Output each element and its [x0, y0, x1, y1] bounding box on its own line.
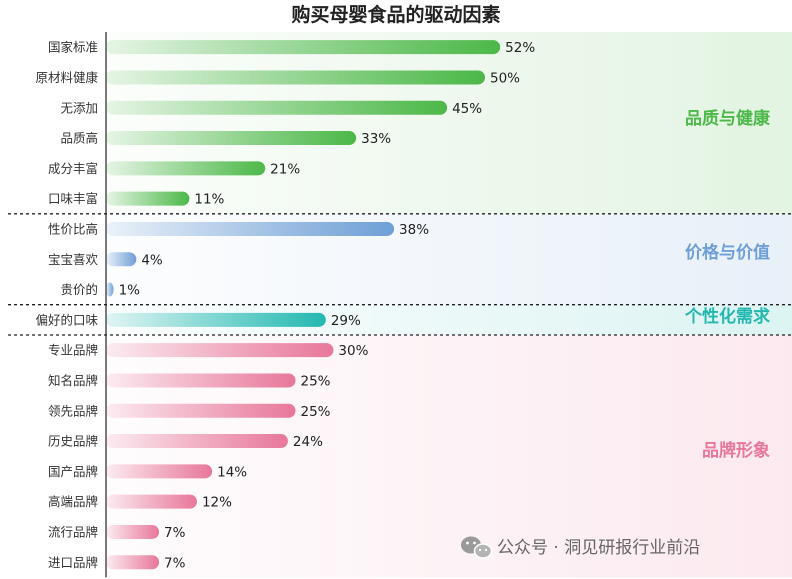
category-label: 无添加 — [60, 100, 98, 115]
bar — [106, 434, 288, 449]
chart-title: 购买母婴食品的驱动因素 — [291, 3, 500, 26]
group-label: 品牌形象 — [702, 440, 770, 461]
bar — [106, 70, 485, 85]
bar — [106, 161, 266, 176]
value-label: 30% — [338, 343, 368, 359]
bar — [106, 312, 326, 327]
bar — [106, 100, 448, 115]
bar — [106, 555, 160, 570]
bar — [106, 343, 334, 358]
watermark: 公众号 · 洞见研报行业前沿 — [461, 536, 700, 559]
category-label: 高端品牌 — [48, 494, 98, 509]
category-label: 原材料健康 — [35, 70, 98, 85]
bar — [106, 282, 114, 297]
value-label: 50% — [490, 70, 520, 86]
category-label: 品质高 — [60, 131, 98, 146]
value-label: 14% — [217, 464, 247, 480]
bar — [106, 131, 357, 146]
category-label: 历史品牌 — [48, 434, 98, 449]
bar — [106, 221, 395, 236]
bars — [106, 40, 501, 570]
value-labels: 52% 50% 45% 33% 21% 11% 38% 4%1% 29% 30% 25% 25% 24%… — [119, 40, 536, 571]
wechat-icon — [461, 536, 493, 559]
value-label: 33% — [361, 131, 391, 147]
bar — [106, 403, 296, 418]
category-label: 成分丰富 — [48, 161, 98, 176]
bar — [106, 494, 197, 509]
group-label: 价格与价值 — [685, 242, 770, 263]
value-label: 25% — [301, 404, 331, 420]
group-label: 个性化需求 — [684, 306, 770, 327]
category-label: 宝宝喜欢 — [48, 252, 99, 267]
bar — [106, 40, 501, 55]
value-label: 45% — [452, 101, 482, 117]
value-label: 24% — [293, 434, 323, 450]
category-label: 流行品牌 — [48, 524, 98, 539]
category-label: 知名品牌 — [48, 373, 98, 388]
value-label: 12% — [202, 495, 232, 511]
bar — [106, 524, 160, 539]
value-label: 52% — [505, 40, 535, 56]
value-label: 25% — [301, 373, 331, 389]
category-label: 口味丰富 — [48, 191, 98, 206]
category-label: 领先品牌 — [48, 403, 98, 418]
value-label: 7% — [164, 525, 186, 541]
group-background — [106, 32, 792, 214]
value-label: 29% — [331, 313, 361, 329]
group-backgrounds — [106, 32, 792, 578]
category-labels: 国家标准原材料健康无添加品质高成分丰富口味丰富性价比高宝宝喜欢贵价的偏好的口味专… — [35, 40, 98, 570]
value-label: 4% — [141, 252, 163, 268]
value-label: 21% — [270, 161, 300, 177]
category-label: 国家标准 — [48, 40, 98, 55]
category-label: 国产品牌 — [48, 464, 98, 479]
bar — [106, 252, 137, 267]
value-label: 38% — [399, 222, 429, 238]
group-label: 品质与健康 — [685, 108, 771, 129]
bar — [106, 464, 213, 479]
category-label: 偏好的口味 — [35, 312, 98, 327]
group-dividers — [8, 213, 792, 336]
category-label: 进口品牌 — [48, 555, 98, 570]
bar — [106, 373, 296, 388]
watermark-text: 公众号 · 洞见研报行业前沿 — [497, 538, 700, 558]
category-label: 性价比高 — [48, 221, 98, 236]
bar — [106, 191, 190, 206]
value-label: 7% — [164, 555, 186, 571]
value-label: 1% — [119, 283, 141, 299]
value-label: 11% — [194, 192, 224, 208]
category-label: 专业品牌 — [48, 343, 98, 358]
category-label: 贵价的 — [60, 282, 98, 297]
